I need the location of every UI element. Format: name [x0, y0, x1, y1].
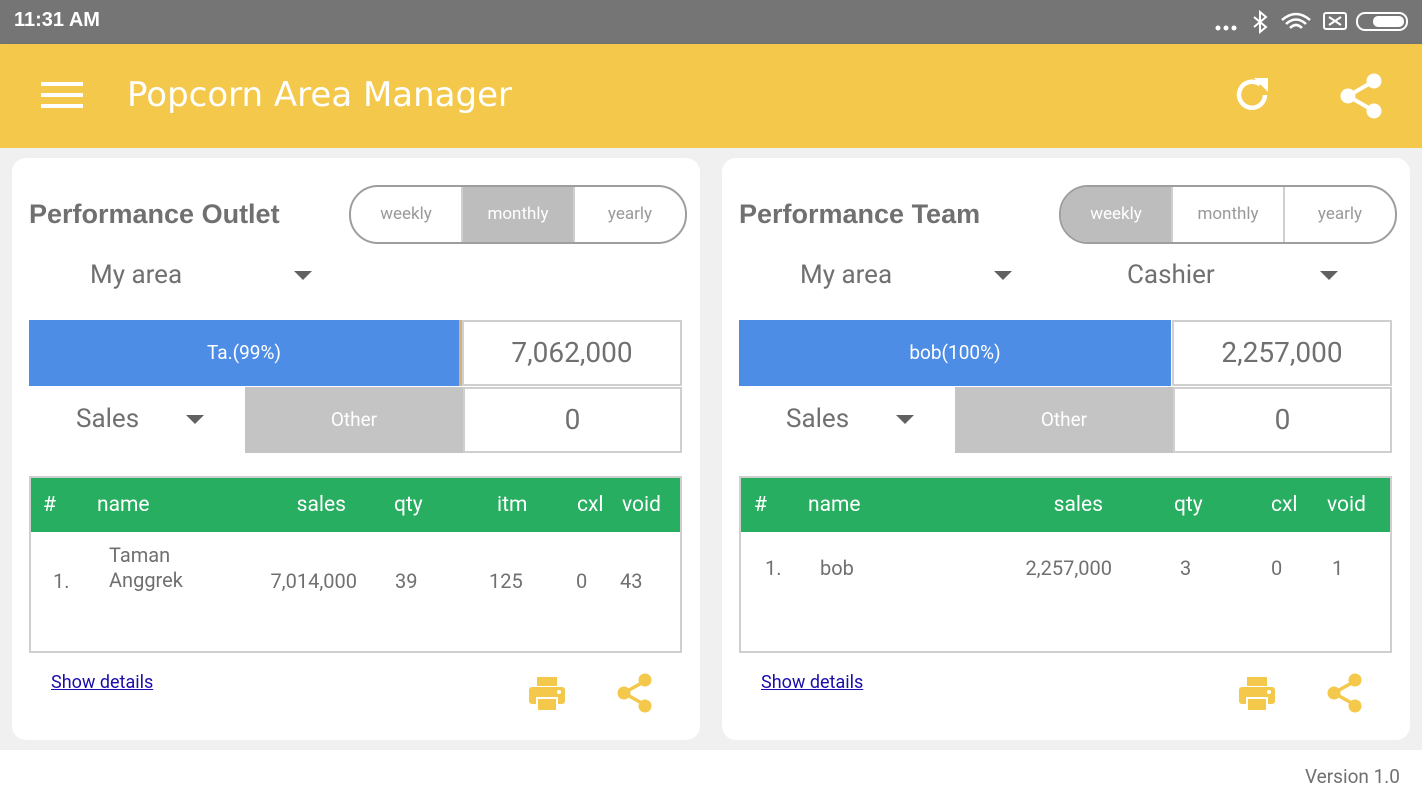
other-value: 0 [1173, 387, 1392, 453]
metric-dropdown[interactable]: Sales [786, 404, 850, 434]
status-icons [1215, 9, 1408, 35]
column-header: name [97, 493, 150, 517]
period-option[interactable]: yearly [1317, 204, 1363, 224]
table-cell: bob [820, 556, 854, 580]
filter-dropdown[interactable]: My area [800, 260, 893, 290]
column-header: cxl [1271, 493, 1298, 517]
column-header: # [43, 493, 56, 517]
table-cell: 43 [620, 569, 643, 593]
period-toggle: weekly monthly yearly [349, 185, 687, 244]
table-cell: 1. [53, 569, 70, 593]
panel-title: Performance Team [739, 199, 981, 229]
panel-title: Performance Outlet [29, 199, 280, 229]
progress-bar: Ta.(99%) [29, 320, 459, 386]
app-title: Popcorn Area Manager [127, 75, 512, 115]
print-button[interactable] [527, 674, 567, 718]
menu-button[interactable] [41, 80, 83, 110]
show-details-link[interactable]: Show details [761, 672, 864, 693]
refresh-button[interactable] [1232, 74, 1274, 116]
period-option[interactable]: yearly [607, 204, 653, 224]
metric-dropdown[interactable]: Sales [76, 404, 140, 434]
period-option[interactable]: monthly [1173, 187, 1285, 242]
column-header: cxl [577, 493, 604, 517]
period-toggle: weekly monthly yearly [1059, 185, 1397, 244]
column-header: itm [497, 493, 528, 517]
data-table: # name sales qty itm cxl void 1. Taman Anggrek 7,… [29, 476, 682, 653]
column-header: sales [296, 493, 346, 517]
column-header: sales [1053, 493, 1103, 517]
column-header: # [754, 493, 767, 517]
table-cell: 7,014,000 [270, 569, 357, 593]
table-header: # name sales qty cxl void [741, 478, 1390, 532]
share-button[interactable] [1325, 672, 1365, 718]
column-header: qty [394, 493, 423, 517]
content: Performance Outlet weekly monthly yearly My … [0, 148, 1422, 750]
table-cell: 1. [765, 556, 782, 580]
table-cell: 125 [489, 569, 523, 593]
share-button[interactable] [615, 672, 655, 718]
column-header: void [1327, 493, 1366, 517]
column-header: name [808, 493, 861, 517]
print-button[interactable] [1237, 674, 1277, 718]
data-table: # name sales qty cxl void 1. bob 2,257,000 3 0 1 [739, 476, 1392, 653]
table-cell: 0 [576, 569, 588, 593]
show-details-link[interactable]: Show details [51, 672, 154, 693]
progress-bar: bob(100%) [739, 320, 1171, 386]
column-header: qty [1174, 493, 1203, 517]
dropdown-arrow[interactable] [994, 271, 1012, 280]
filter-dropdown[interactable]: My area [90, 260, 183, 290]
table-cell: 2,257,000 [1025, 556, 1112, 580]
clock: 11:31 AM [14, 9, 100, 31]
table-cell: 0 [1271, 556, 1283, 580]
period-option[interactable]: monthly [463, 187, 575, 242]
total-value: 2,257,000 [1172, 320, 1392, 386]
other-value: 0 [463, 387, 682, 453]
dropdown-arrow[interactable] [186, 415, 204, 424]
table-cell: 3 [1180, 556, 1192, 580]
panel-card: Performance Team weekly monthly yearly My ar… [722, 158, 1410, 740]
version-label: Version 1.0 [1304, 765, 1400, 788]
panel-card: Performance Outlet weekly monthly yearly My … [12, 158, 700, 740]
column-header: void [622, 493, 661, 517]
period-option[interactable]: weekly [1061, 187, 1173, 242]
table-cell: Taman Anggrek [109, 543, 183, 592]
filter-dropdown[interactable]: Cashier [1127, 260, 1215, 290]
period-option[interactable]: weekly [351, 187, 463, 242]
dropdown-arrow[interactable] [1320, 271, 1338, 280]
share-button[interactable] [1338, 72, 1384, 120]
progress-remainder [459, 320, 462, 386]
table-cell: 39 [395, 569, 418, 593]
table-header: # name sales qty itm cxl void [31, 478, 680, 532]
other-label: Other [955, 387, 1173, 453]
total-value: 7,062,000 [462, 320, 682, 386]
table-cell: 1 [1332, 556, 1344, 580]
status-bar: 11:31 AM [0, 0, 1422, 44]
dropdown-arrow[interactable] [896, 415, 914, 424]
app-bar: Popcorn Area Manager [0, 44, 1422, 148]
dropdown-arrow[interactable] [294, 271, 312, 280]
other-label: Other [245, 387, 463, 453]
